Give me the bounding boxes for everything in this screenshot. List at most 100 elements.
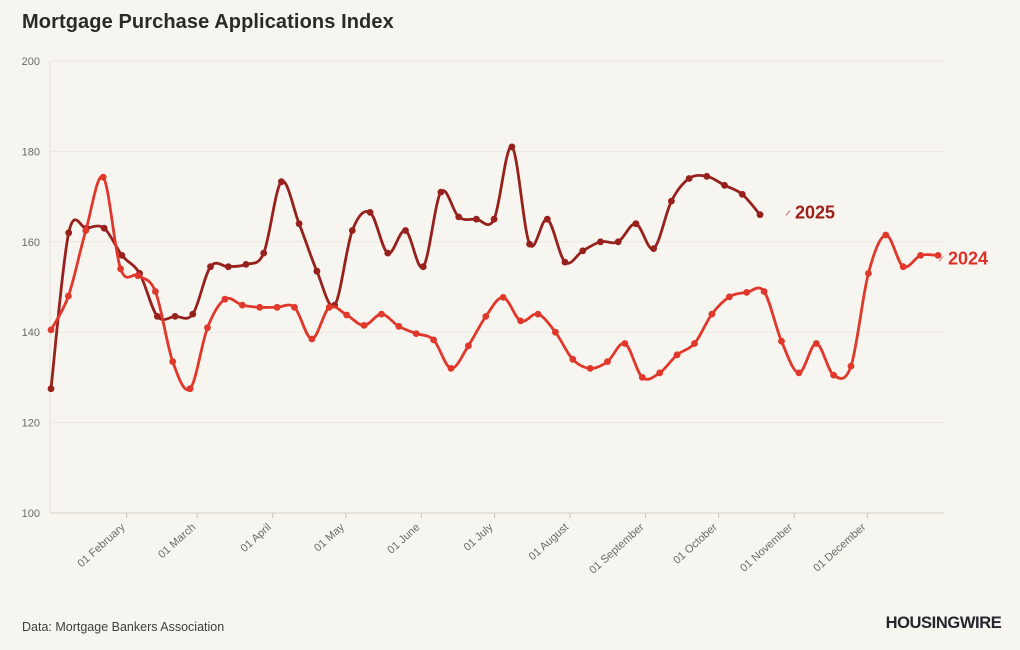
data-point-2024[interactable]: [152, 288, 159, 295]
data-point-2024[interactable]: [795, 369, 803, 377]
data-point-2024[interactable]: [447, 365, 455, 372]
data-point-2025[interactable]: [455, 213, 463, 221]
data-point-2025[interactable]: [171, 313, 179, 320]
data-point-2024[interactable]: [238, 301, 246, 309]
data-point-2025[interactable]: [242, 261, 250, 268]
data-point-2024[interactable]: [186, 385, 194, 393]
data-point-2025[interactable]: [703, 172, 711, 180]
data-point-2024[interactable]: [673, 351, 681, 359]
series-label-2025: 2025: [795, 203, 835, 223]
data-point-2025[interactable]: [118, 252, 126, 259]
data-point-2025[interactable]: [313, 267, 321, 275]
data-point-2024[interactable]: [812, 340, 820, 347]
data-point-2025[interactable]: [490, 215, 498, 223]
x-axis-label: 01 March: [156, 521, 198, 561]
data-point-2024[interactable]: [760, 288, 768, 295]
data-point-2025[interactable]: [278, 178, 285, 186]
data-point-2024[interactable]: [47, 326, 55, 334]
x-axis-label: 01 April: [238, 521, 273, 554]
data-point-2025[interactable]: [65, 229, 73, 237]
data-point-2024[interactable]: [360, 322, 368, 329]
series-label-leader: [938, 256, 944, 262]
data-point-2024[interactable]: [569, 355, 577, 363]
data-point-2024[interactable]: [621, 340, 629, 347]
data-point-2025[interactable]: [260, 249, 268, 257]
data-point-2025[interactable]: [738, 190, 746, 198]
data-point-2025[interactable]: [614, 238, 622, 246]
series-2025: 2025: [47, 143, 835, 393]
source-note: Data: Mortgage Bankers Association: [22, 620, 225, 634]
data-point-2024[interactable]: [221, 295, 229, 303]
data-point-2024[interactable]: [934, 252, 942, 259]
data-point-2025[interactable]: [632, 220, 640, 228]
data-point-2024[interactable]: [256, 303, 264, 311]
data-point-2024[interactable]: [99, 173, 107, 181]
data-point-2025[interactable]: [189, 310, 197, 318]
data-point-2024[interactable]: [325, 303, 333, 311]
data-point-2025[interactable]: [402, 227, 409, 234]
data-point-2024[interactable]: [691, 340, 698, 347]
data-point-2024[interactable]: [586, 365, 594, 372]
data-point-2024[interactable]: [552, 328, 559, 336]
data-point-2024[interactable]: [830, 371, 837, 379]
data-point-2024[interactable]: [343, 311, 351, 319]
data-point-2024[interactable]: [169, 358, 177, 365]
data-point-2024[interactable]: [778, 337, 785, 345]
data-point-2024[interactable]: [604, 358, 611, 365]
data-point-2025[interactable]: [685, 175, 693, 182]
data-point-2025[interactable]: [366, 209, 374, 216]
data-point-2025[interactable]: [526, 240, 533, 248]
x-axis-label: 01 October: [671, 521, 720, 567]
data-point-2024[interactable]: [465, 342, 472, 350]
data-point-2024[interactable]: [638, 374, 646, 381]
data-point-2025[interactable]: [597, 238, 604, 246]
data-point-2024[interactable]: [134, 272, 142, 280]
data-point-2024[interactable]: [865, 270, 872, 277]
data-point-2025[interactable]: [668, 197, 675, 205]
data-point-2025[interactable]: [419, 263, 427, 271]
data-point-2025[interactable]: [543, 215, 551, 223]
data-point-2025[interactable]: [207, 263, 214, 271]
data-point-2025[interactable]: [579, 247, 587, 255]
data-point-2025[interactable]: [508, 143, 516, 151]
data-point-2025[interactable]: [47, 385, 55, 393]
data-point-2024[interactable]: [708, 310, 716, 318]
data-point-2024[interactable]: [291, 303, 298, 311]
data-point-2024[interactable]: [65, 292, 72, 300]
x-axis: 01 February 01 March 01 April 01 May 01 June…: [75, 513, 869, 576]
data-point-2024[interactable]: [308, 335, 316, 343]
data-point-2025[interactable]: [153, 313, 161, 320]
data-point-2024[interactable]: [656, 369, 664, 377]
data-point-2025[interactable]: [756, 211, 764, 219]
data-point-2024[interactable]: [378, 310, 385, 318]
data-point-2024[interactable]: [412, 330, 420, 337]
data-point-2024[interactable]: [430, 336, 437, 344]
data-point-2024[interactable]: [499, 294, 507, 301]
data-point-2025[interactable]: [100, 224, 108, 232]
data-point-2024[interactable]: [204, 324, 211, 332]
data-point-2024[interactable]: [482, 313, 490, 320]
data-point-2025[interactable]: [721, 181, 728, 189]
data-point-2025[interactable]: [650, 245, 657, 253]
data-point-2025[interactable]: [384, 249, 392, 257]
data-point-2024[interactable]: [273, 303, 281, 311]
series-label-2024: 2024: [948, 249, 988, 269]
data-point-2024[interactable]: [882, 231, 890, 239]
data-point-2024[interactable]: [725, 293, 733, 301]
data-point-2025[interactable]: [437, 188, 445, 196]
data-point-2025[interactable]: [295, 220, 303, 228]
data-point-2025[interactable]: [348, 227, 356, 234]
data-point-2024[interactable]: [847, 362, 855, 370]
series-label-leader: [785, 210, 791, 216]
data-point-2025[interactable]: [473, 215, 480, 223]
data-point-2025[interactable]: [224, 263, 232, 271]
data-point-2024[interactable]: [82, 227, 90, 234]
data-point-2024[interactable]: [534, 310, 542, 318]
data-point-2024[interactable]: [517, 317, 524, 325]
data-point-2024[interactable]: [395, 322, 403, 330]
data-point-2024[interactable]: [917, 252, 924, 259]
data-point-2025[interactable]: [561, 258, 569, 266]
data-point-2024[interactable]: [743, 289, 751, 296]
data-point-2024[interactable]: [117, 265, 124, 273]
data-point-2024[interactable]: [899, 263, 907, 271]
